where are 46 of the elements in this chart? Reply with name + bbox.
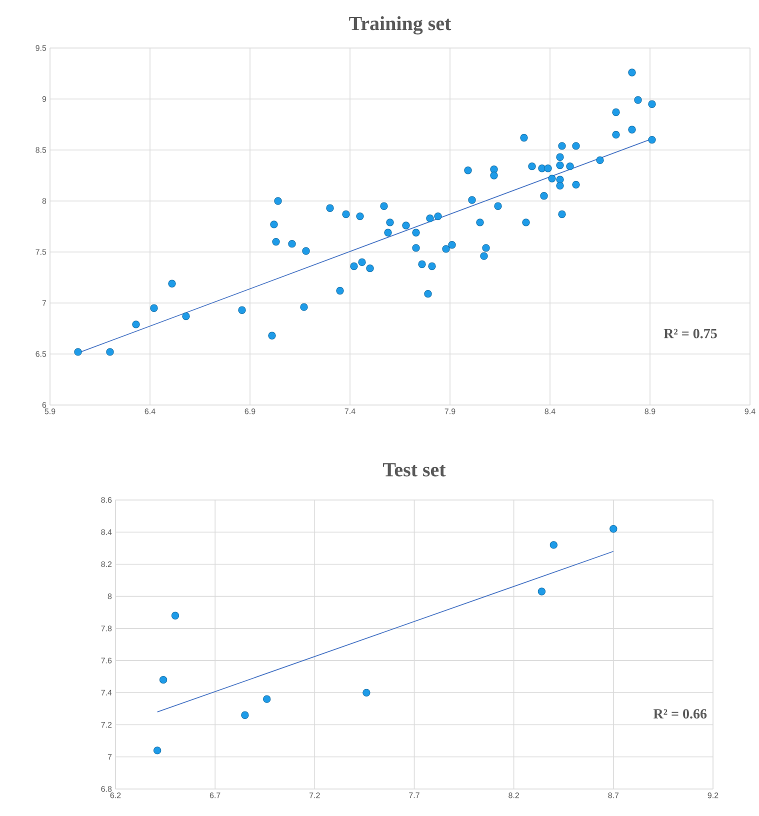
x-tick-label: 7.2 [310, 792, 320, 798]
x-tick-label: 6.7 [210, 792, 220, 798]
y-tick-label: 8.4 [101, 529, 112, 535]
y-tick-label: 7.5 [36, 249, 46, 255]
chart-title: Test set [382, 463, 446, 476]
point [171, 612, 180, 620]
x-tick-label: 7.4 [344, 408, 356, 414]
y-tick-label: 9.5 [36, 45, 46, 51]
y-tick-label: 7.2 [101, 722, 112, 728]
x-tick-label: 6.2 [110, 792, 121, 798]
y-tick-label: 7.4 [101, 690, 112, 696]
y-tick-label: 7.6 [101, 658, 112, 664]
point [263, 695, 271, 703]
annotation: R² = 0.75 [664, 328, 717, 338]
point [550, 541, 558, 549]
x-tick-label: 5.9 [44, 408, 56, 414]
y-tick-label: 7 [42, 300, 46, 306]
x-tick-label: 7.9 [444, 408, 456, 414]
x-tick-label: 6.4 [144, 408, 156, 414]
point [159, 676, 168, 684]
x-tick-label: 8.9 [644, 408, 656, 414]
point [610, 525, 618, 533]
y-tick-label: 6 [42, 402, 46, 408]
y-tick-label: 8 [42, 198, 46, 204]
chart-title: Training set [349, 16, 452, 34]
y-tick-label: 8 [108, 594, 112, 600]
point [241, 711, 249, 719]
x-tick-label: 8.4 [544, 408, 556, 414]
point [538, 588, 546, 596]
x-tick-label: 6.9 [244, 408, 256, 414]
x-tick-label: 9.2 [708, 792, 718, 798]
point [153, 746, 162, 754]
annotation: R² = 0.66 [653, 709, 707, 719]
x-tick-label: 8.2 [508, 792, 519, 798]
y-tick-label: 8.6 [101, 497, 112, 503]
y-tick-label: 8.2 [101, 561, 112, 568]
y-tick-label: 6.5 [36, 351, 46, 357]
x-tick-label: 8.7 [608, 792, 619, 798]
x-tick-label: 9.4 [744, 408, 756, 414]
y-tick-label: 6.8 [101, 786, 112, 792]
point [362, 688, 370, 697]
x-tick-label: 7.7 [409, 792, 420, 798]
y-tick-label: 7.8 [101, 626, 112, 632]
y-tick-label: 8.5 [36, 147, 46, 153]
y-tick-label: 7 [108, 754, 112, 760]
y-tick-label: 9 [42, 96, 46, 102]
